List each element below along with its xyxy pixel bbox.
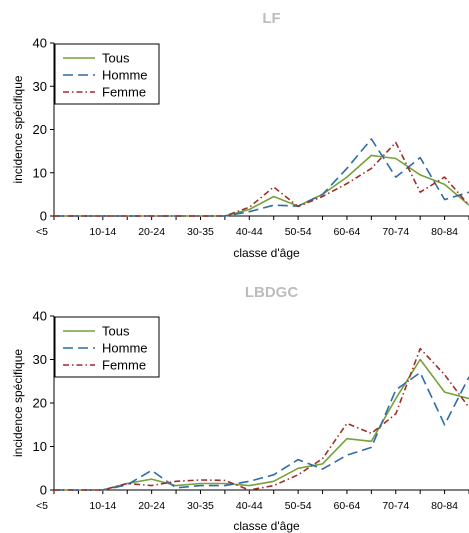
- lbdgc-series-tous-line: [54, 360, 469, 491]
- lbdgc-x-tick-label: 30-35: [187, 500, 214, 512]
- lf-x-tick-label: 50-54: [285, 226, 312, 238]
- lf-series-femme-line: [54, 143, 469, 217]
- lf-chart: LF 0 10 20 30 40 <5 10-14 20-24 30-35 40-44 50-54 60…: [11, 10, 469, 260]
- lf-legend-label-homme: Homme: [102, 68, 148, 83]
- lbdgc-x-axis-label: classe d'âge: [233, 519, 300, 533]
- lbdgc-legend-label-homme: Homme: [102, 341, 148, 356]
- lbdgc-x-tick-label: 40-44: [236, 500, 263, 512]
- lbdgc-x-tick-label: 50-54: [285, 500, 312, 512]
- lf-x-tick-label: 10-14: [89, 226, 116, 238]
- lf-x-tick-label: 40-44: [236, 226, 263, 238]
- lbdgc-x-tick-label: 20-24: [138, 500, 165, 512]
- lbdgc-x-tick-label: 10-14: [89, 500, 116, 512]
- lbdgc-x-tick-label: <5: [36, 500, 48, 512]
- lf-x-tick-label: 80-84: [431, 226, 458, 238]
- lbdgc-y-tick-label: 40: [33, 309, 47, 324]
- lf-y-tick-label: 10: [33, 165, 47, 180]
- lf-y-tick-label: 30: [33, 79, 47, 94]
- lf-x-tick-label: <5: [36, 226, 48, 238]
- lf-y-tick-label: 40: [33, 36, 47, 51]
- lf-x-tick-label: 20-24: [138, 226, 165, 238]
- lbdgc-chart-title: LBDGC: [245, 284, 298, 301]
- lf-legend-label-tous: Tous: [102, 51, 130, 66]
- lbdgc-legend-label-tous: Tous: [102, 324, 130, 339]
- lf-y-tick-label: 20: [33, 122, 47, 137]
- lf-series-tous-line: [54, 155, 469, 216]
- lf-x-axis-label: classe d'âge: [233, 246, 300, 260]
- lbdgc-series-homme-line: [54, 373, 469, 490]
- lbdgc-y-tick-label: 30: [33, 352, 47, 367]
- lbdgc-x-tick-label: 60-64: [334, 500, 361, 512]
- lf-x-tick-label: 60-64: [334, 226, 361, 238]
- lbdgc-chart: LBDGC 0 10 20 30 40 <5 10-14 20-24 30-35 40-44 50-5…: [11, 284, 469, 533]
- lbdgc-x-tick-label: 70-74: [382, 500, 409, 512]
- lf-series-homme-line: [54, 139, 469, 216]
- lbdgc-x-tick-label: 80-84: [431, 500, 458, 512]
- lf-y-axis-label: incidence spécifique: [11, 75, 25, 183]
- lf-x-tick-label: 30-35: [187, 226, 214, 238]
- lf-chart-title: LF: [262, 10, 280, 27]
- lbdgc-legend-label-femme: Femme: [102, 358, 146, 373]
- lbdgc-y-tick-label: 10: [33, 439, 47, 454]
- lf-legend-label-femme: Femme: [102, 85, 146, 100]
- lbdgc-y-tick-label: 0: [40, 483, 47, 498]
- lf-y-tick-label: 0: [40, 209, 47, 224]
- lbdgc-y-axis-label: incidence spécifique: [11, 349, 25, 457]
- lbdgc-y-tick-label: 20: [33, 396, 47, 411]
- lf-x-tick-label: 70-74: [382, 226, 409, 238]
